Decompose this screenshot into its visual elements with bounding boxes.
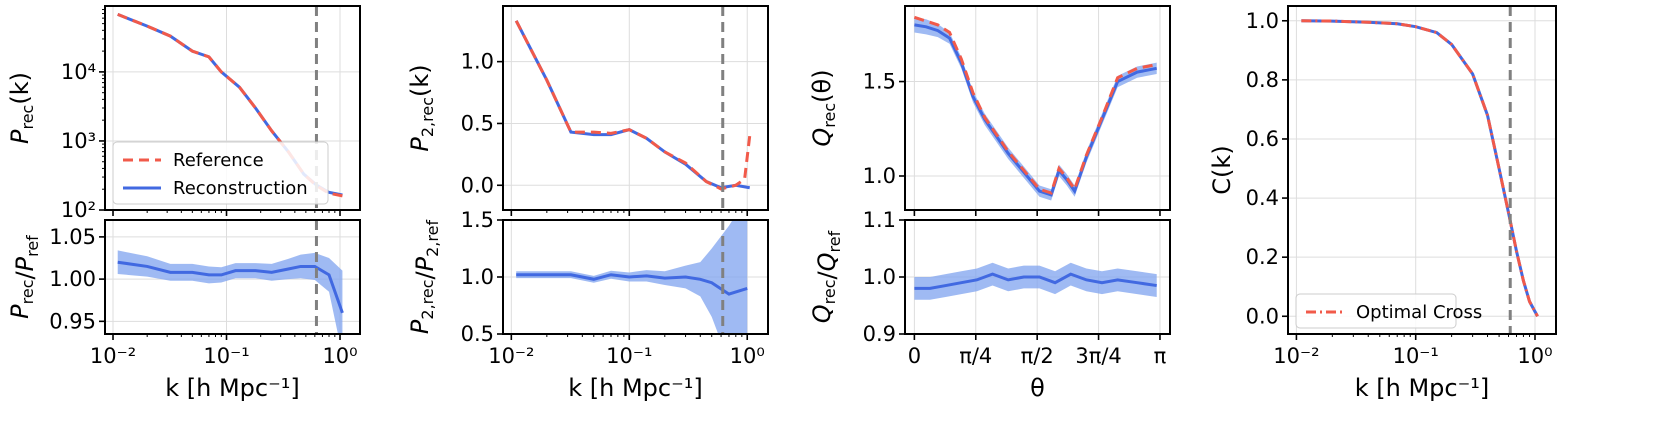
reconstruction-line — [914, 272, 1157, 290]
axes-frame — [502, 5, 769, 211]
plot-quadrupole-ratio: 0.5 1.0 1.5 10⁻² 10⁻¹ 10⁰ P2,rec/P2,ref k [h Mp… — [406, 208, 769, 402]
x-tick-label: 10⁻¹ — [606, 344, 652, 368]
y-tick-label: 0.8 — [1246, 68, 1279, 92]
y-tick-label: 10³ — [61, 129, 96, 153]
x-tick-label: 10⁻² — [90, 344, 136, 368]
legend-label: Reference — [173, 150, 264, 171]
optimal-cross-line — [1301, 19, 1539, 317]
reconstruction-line — [117, 260, 344, 314]
legend: Reference Reconstruction — [112, 141, 329, 205]
reconstruction-line — [516, 273, 748, 296]
y-tick-label: 1.00 — [49, 267, 96, 291]
y-tick-label: 1.1 — [863, 208, 896, 232]
plot-power-spectrum: 10² 10³ 10⁴ Prec(k) Reference Reconstruction — [6, 5, 361, 222]
plot-reduced-bispectrum: 1.0 1.5 Qrec(θ) — [808, 5, 1171, 216]
gridlines — [905, 6, 1170, 210]
panel-power-spectrum: 10²10³10⁴Prec(k)ReferenceReconstruction … — [6, 5, 361, 402]
plot-area — [913, 15, 1157, 201]
y-tick-label: 1.5 — [863, 70, 896, 94]
plot-power-spectrum-ratio: 0.95 1.00 1.05 10⁻² 10⁻¹ 10⁰ Prec/Pref k [h Mpc… — [6, 219, 361, 402]
ticks: 0.5 1.0 1.5 10⁻² 10⁻¹ 10⁰ — [461, 208, 765, 368]
gridlines — [1288, 6, 1556, 334]
y-axis-label: Prec(k) — [6, 72, 37, 144]
legend-label: Optimal Cross — [1356, 302, 1482, 323]
y-axis-label: P2,rec/P2,ref — [406, 220, 442, 335]
x-tick-label: 3π/4 — [1075, 344, 1121, 368]
x-axis-label: k [h Mpc⁻¹] — [165, 374, 300, 402]
cross-correlation-base-line — [1301, 19, 1539, 317]
error-band — [914, 17, 1157, 201]
y-tick-label: 1.0 — [461, 50, 494, 74]
y-tick-label: 1.0 — [863, 265, 896, 289]
gridlines — [503, 6, 768, 210]
plot-area — [1301, 6, 1539, 334]
ticks: 1.0 1.5 — [863, 70, 1161, 216]
y-tick-label: 0.0 — [461, 173, 494, 197]
legend-label: Reconstruction — [173, 178, 308, 199]
y-tick-label: 0.95 — [49, 309, 96, 333]
ticks: 10² 10³ 10⁴ — [61, 9, 341, 222]
ticks: 0.95 1.00 1.05 10⁻² 10⁻¹ 10⁰ — [49, 225, 357, 368]
y-tick-label: 0.0 — [1246, 304, 1279, 328]
y-axis-label: Qrec(θ) — [808, 69, 839, 146]
plot-reduced-bispectrum-ratio: 0.9 1.0 1.1 0 π/4 π/2 3π/4 π Qrec/Qref θ — [808, 208, 1171, 402]
y-tick-label: 1.0 — [461, 265, 494, 289]
axes-frame — [104, 219, 361, 335]
x-tick-label: 10⁻¹ — [1393, 344, 1439, 368]
y-tick-label: 1.05 — [49, 225, 96, 249]
y-tick-label: 0.5 — [461, 322, 494, 346]
y-tick-label: 10⁴ — [61, 60, 96, 84]
y-tick-label: 0.6 — [1246, 127, 1279, 151]
x-tick-label: 10⁰ — [730, 344, 765, 368]
ticks: 0.0 0.2 0.4 0.6 0.8 1.0 10⁻² 10⁻¹ 10⁰ — [1246, 9, 1553, 368]
legend-box — [1295, 293, 1457, 329]
plot-area — [117, 220, 344, 334]
y-tick-label: 10² — [61, 198, 96, 222]
y-axis-label: Prec/Pref — [6, 235, 42, 319]
reconstruction-line — [914, 23, 1157, 197]
reconstruction-line — [514, 20, 750, 190]
panel-bispectrum: 1.0 1.5 Qrec(θ) 0.9 1.0 1.1 0 π/4 π/2 3π/4 π Qrec/… — [808, 5, 1171, 402]
y-tick-label: 0.4 — [1246, 186, 1279, 210]
ticks: 0.9 1.0 1.1 0 π/4 π/2 3π/4 π — [863, 208, 1167, 368]
legend-box — [112, 141, 329, 205]
x-tick-label: 10⁻¹ — [203, 344, 249, 368]
reference-line — [514, 20, 752, 191]
x-axis-label: θ — [1030, 374, 1045, 402]
y-tick-label: 0.2 — [1246, 245, 1279, 269]
x-axis-label: k [h Mpc⁻¹] — [568, 374, 703, 402]
ticks: 0.0 0.5 1.0 — [461, 50, 749, 216]
x-tick-label: 0 — [908, 344, 921, 368]
y-tick-label: 1.0 — [1246, 9, 1279, 33]
x-tick-label: 10⁻² — [1273, 344, 1319, 368]
plot-area — [914, 262, 1157, 300]
plot-area — [516, 220, 748, 334]
y-tick-label: 0.5 — [461, 111, 494, 135]
plot-area — [514, 6, 752, 210]
x-tick-label: π — [1154, 344, 1167, 368]
x-tick-label: 10⁰ — [1517, 344, 1552, 368]
x-axis-label: k [h Mpc⁻¹] — [1355, 374, 1490, 402]
panel-cross-correlation: 0.0 0.2 0.4 0.6 0.8 1.0 10⁻² 10⁻¹ 10⁰ C(k) k [h Mp… — [1208, 5, 1557, 402]
reference-line — [913, 15, 1157, 195]
x-tick-label: 10⁰ — [322, 344, 357, 368]
y-axis-label: P2,rec(k) — [406, 64, 437, 151]
y-tick-label: 1.0 — [863, 164, 896, 188]
plot-quadrupole: 0.0 0.5 1.0 P2,rec(k) — [406, 5, 769, 216]
y-tick-label: 0.9 — [863, 322, 896, 346]
y-axis-label: C(k) — [1208, 145, 1236, 194]
y-tick-label: 1.5 — [461, 208, 494, 232]
x-tick-label: π/2 — [1021, 344, 1054, 368]
x-tick-label: 10⁻² — [488, 344, 534, 368]
plot-cross-correlation: 0.0 0.2 0.4 0.6 0.8 1.0 10⁻² 10⁻¹ 10⁰ C(k) k [h Mp… — [1208, 5, 1557, 402]
legend: Optimal Cross — [1295, 293, 1482, 329]
error-band — [914, 262, 1157, 300]
y-axis-label: Qrec/Qref — [808, 230, 844, 323]
axes-frame — [1287, 5, 1557, 335]
x-tick-label: π/4 — [959, 344, 992, 368]
panel-quadrupole: 0.0 0.5 1.0 P2,rec(k) 0.5 1.0 1.5 10⁻² 10⁻¹ 10⁰ P… — [406, 5, 769, 402]
